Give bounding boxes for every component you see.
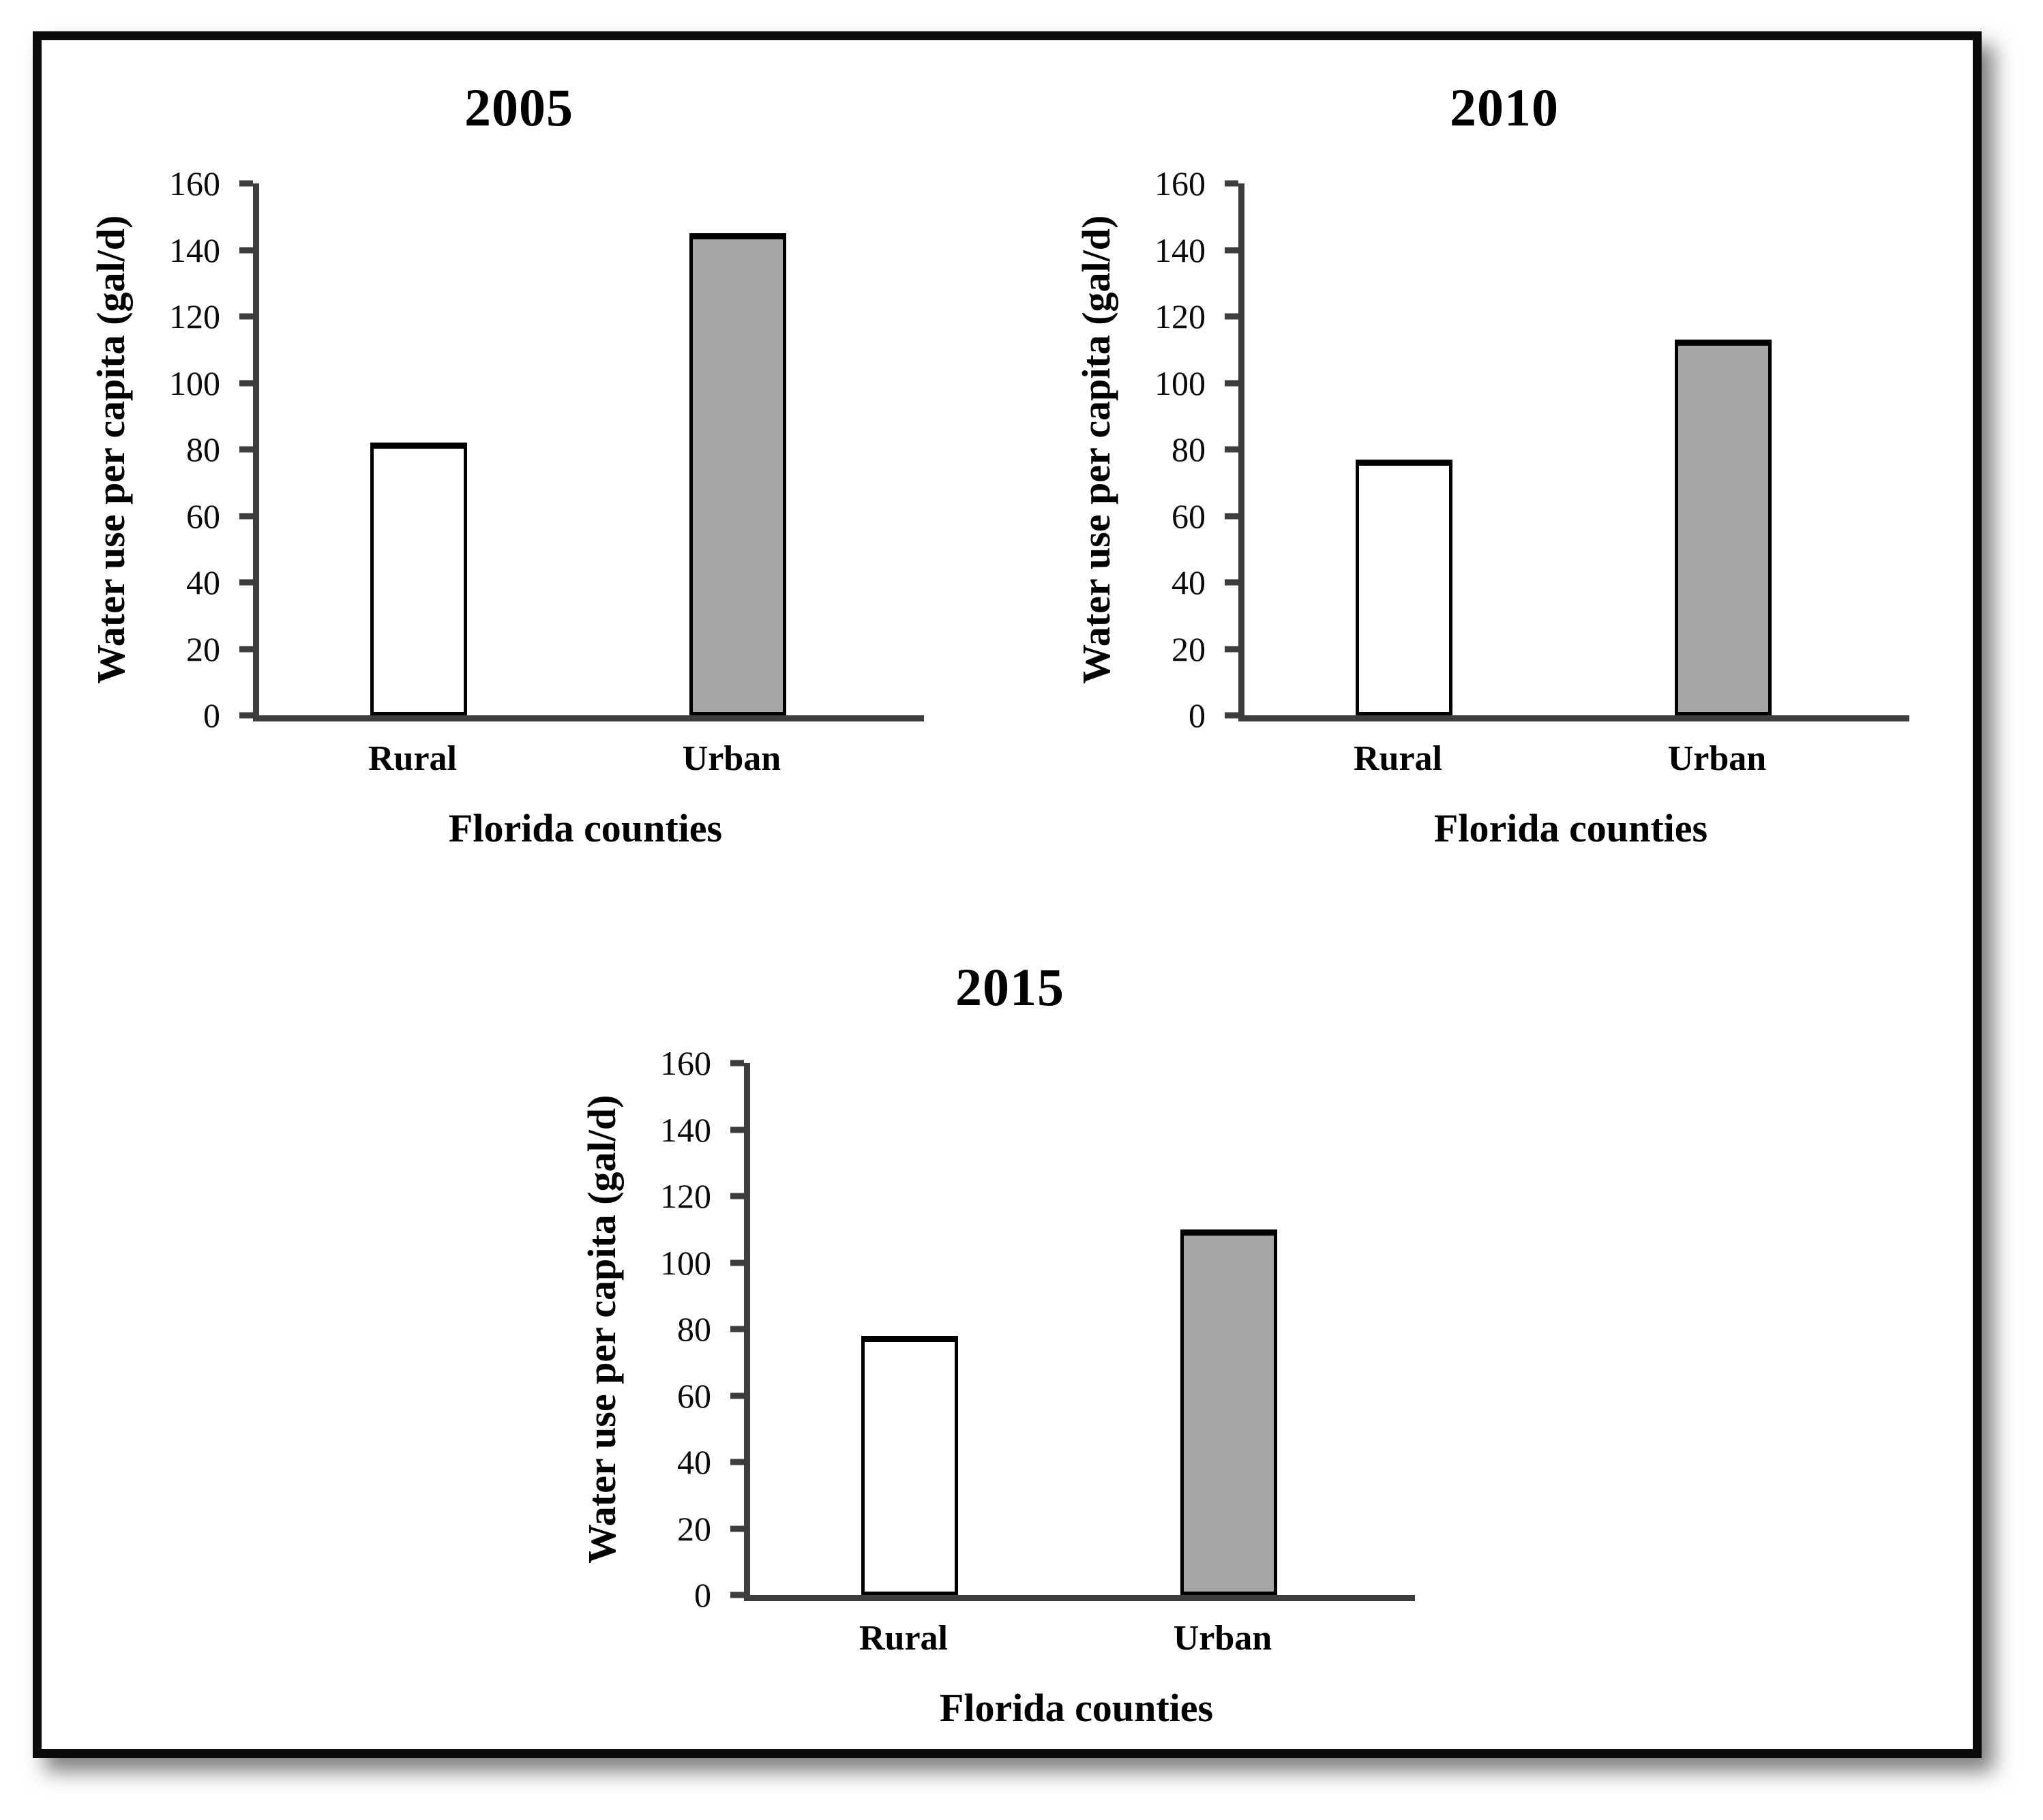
y-tick-mark [239,313,253,320]
bar-rural [370,443,467,715]
figure-frame: 2005 Water use per capita (gal/d) 0 20 40 6… [33,31,1982,1758]
y-tick-mark [730,1326,744,1332]
category-label-rural: Rural [1354,739,1442,778]
category-label-urban: Urban [1173,1619,1272,1658]
chart-2005: 2005 Water use per capita (gal/d) 0 20 40 6… [62,68,976,913]
y-tick-label: 160 [1154,164,1206,203]
y-tick-label: 60 [186,496,220,535]
x-axis-label: Florida counties [448,806,723,850]
bar-urban [689,233,786,715]
y-tick-label: 140 [1154,230,1206,269]
y-tick-mark [730,1193,744,1199]
y-tick-mark [730,1060,744,1066]
chart-2015: 2015 Water use per capita (gal/d) 0 20 40 6… [553,947,1467,1793]
y-tick-label: 40 [1172,563,1206,601]
y-tick-label: 0 [203,696,220,734]
y-tick-label: 140 [169,230,220,269]
y-tick-mark [239,513,253,519]
y-tick-mark [1225,380,1238,386]
chart-2010: 2010 Water use per capita (gal/d) 0 20 40 6… [1047,68,1961,913]
y-tick-mark [730,1127,744,1133]
y-tick-label: 20 [677,1509,711,1548]
y-tick-label: 60 [1172,496,1206,535]
y-tick-label: 80 [1172,430,1206,468]
plot-area [730,1060,1415,1601]
y-tick-label: 60 [677,1376,711,1415]
category-label-rural: Rural [368,739,457,778]
y-tick-label: 20 [186,629,220,668]
plot-area [1225,180,1909,721]
y-tick-mark [239,180,253,187]
y-tick-mark [1225,180,1238,187]
x-axis-category-labels: Rural Urban [744,1621,1409,1669]
category-label-urban: Urban [682,739,781,778]
y-tick-mark [730,1459,744,1465]
y-tick-label: 140 [660,1110,711,1149]
y-tick-mark [239,712,253,719]
x-axis-label: Florida counties [1433,806,1708,850]
y-axis-tick-labels: 0 20 40 60 80 100 120 140 160 [553,1046,711,1612]
y-tick-mark [1225,247,1238,253]
y-tick-mark [239,446,253,453]
y-tick-mark [1225,313,1238,320]
y-tick-label: 80 [186,430,220,468]
y-tick-label: 100 [169,363,220,402]
y-tick-label: 40 [677,1443,711,1481]
y-tick-mark [239,579,253,586]
y-tick-mark [1225,446,1238,453]
chart-title: 2005 [464,78,573,137]
y-tick-label: 40 [186,563,220,601]
y-tick-mark [239,247,253,253]
x-axis-category-labels: Rural Urban [253,741,918,789]
plot-area [239,180,924,721]
bar-urban [1675,340,1772,715]
y-tick-mark [1225,646,1238,652]
y-tick-mark [239,380,253,386]
y-tick-label: 0 [1189,696,1206,734]
y-tick-label: 20 [1172,629,1206,668]
y-tick-mark [1225,579,1238,586]
y-tick-label: 0 [694,1576,711,1614]
y-axis-tick-labels: 0 20 40 60 80 100 120 140 160 [62,166,220,732]
y-tick-label: 120 [660,1177,711,1215]
y-tick-label: 160 [169,164,220,203]
y-tick-label: 100 [1154,363,1206,402]
chart-title: 2015 [955,957,1064,1017]
y-tick-mark [1225,712,1238,719]
y-tick-mark [730,1392,744,1399]
bar-rural [861,1335,958,1595]
y-tick-mark [730,1592,744,1598]
y-tick-label: 120 [169,297,220,335]
chart-title: 2010 [1450,78,1559,137]
y-tick-mark [1225,513,1238,519]
bar-rural [1356,459,1452,715]
x-axis-label: Florida counties [939,1686,1214,1730]
bar-urban [1180,1229,1277,1595]
y-tick-mark [730,1259,744,1266]
x-axis-category-labels: Rural Urban [1238,741,1903,789]
y-tick-label: 160 [660,1044,711,1082]
y-tick-label: 80 [677,1310,711,1348]
y-tick-mark [730,1525,744,1532]
y-tick-mark [239,646,253,652]
y-axis-tick-labels: 0 20 40 60 80 100 120 140 160 [1047,166,1206,732]
y-tick-label: 120 [1154,297,1206,335]
category-label-urban: Urban [1667,739,1767,778]
category-label-rural: Rural [859,1619,948,1658]
y-tick-label: 100 [660,1243,711,1282]
